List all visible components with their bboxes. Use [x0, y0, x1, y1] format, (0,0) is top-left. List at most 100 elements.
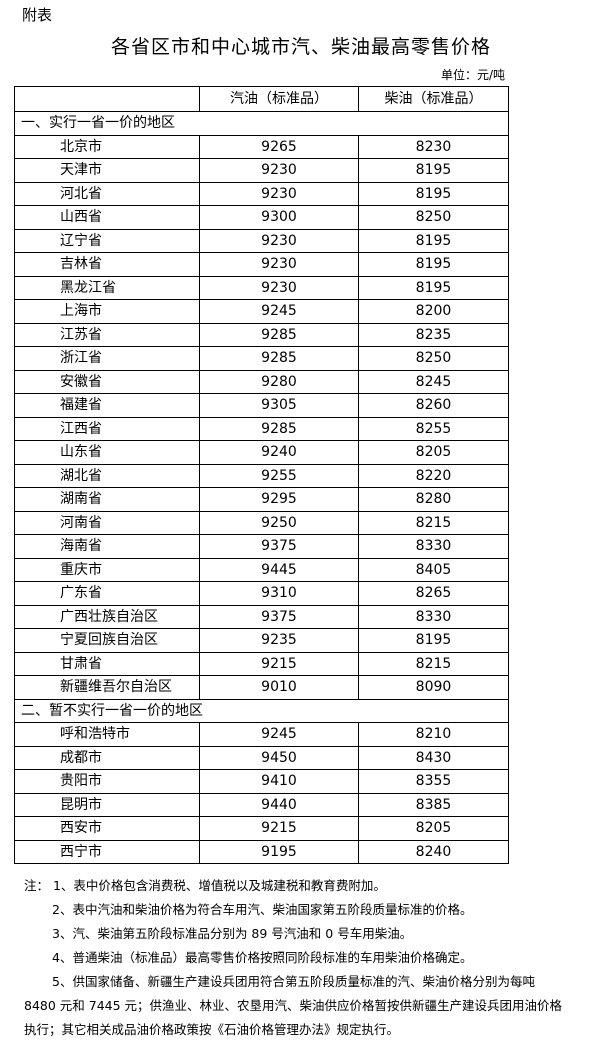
region-name: 上海市: [14, 299, 200, 324]
table-row: 吉林省 9230 8195: [14, 252, 509, 277]
note-line: 8480 元和 7445 元；供渔业、林业、农垦用汽、柴油供应价格暂按供新疆生产…: [24, 998, 563, 1013]
gasoline-price: 9245: [199, 722, 359, 747]
diesel-price: 8280: [358, 487, 509, 512]
gasoline-price: 9215: [199, 651, 359, 676]
note-line: 5、供国家储备、新疆生产建设兵团用符合第五阶段质量标准的汽、柴油价格分别为每吨: [52, 974, 535, 989]
table-row: 北京市 9265 8230: [14, 134, 509, 159]
gasoline-price: 9195: [199, 839, 359, 864]
gasoline-price: 9230: [199, 275, 359, 300]
table-row: 广东省 9310 8265: [14, 581, 509, 606]
region-name: 海南省: [14, 534, 200, 559]
note-line: 2、表中汽油和柴油价格为符合车用汽、柴油国家第五阶段质量标准的价格。: [52, 902, 473, 917]
table-row: 上海市 9245 8200: [14, 299, 509, 324]
region-name: 广西壮族自治区: [14, 604, 200, 629]
diesel-price: 8200: [358, 299, 509, 324]
gasoline-price: 9230: [199, 252, 359, 277]
gasoline-price: 9285: [199, 346, 359, 371]
table-row: 重庆市 9445 8405: [14, 557, 509, 582]
diesel-price: 8330: [358, 534, 509, 559]
gasoline-price: 9280: [199, 369, 359, 394]
table-row: 西安市 9215 8205: [14, 816, 509, 841]
gasoline-price: 9440: [199, 792, 359, 817]
diesel-price: 8220: [358, 463, 509, 488]
region-name: 湖北省: [14, 463, 200, 488]
appendix-label: 附表: [22, 6, 53, 24]
diesel-price: 8090: [358, 675, 509, 700]
section-label: 二、暂不实行一省一价的地区: [14, 698, 509, 723]
table-row: 贵阳市 9410 8355: [14, 769, 509, 794]
gasoline-price: 9450: [199, 745, 359, 770]
region-name: 河北省: [14, 181, 200, 206]
gasoline-price: 9245: [199, 299, 359, 324]
header-region: [14, 86, 200, 112]
gasoline-price: 9230: [199, 181, 359, 206]
gasoline-price: 9255: [199, 463, 359, 488]
gasoline-price: 9010: [199, 675, 359, 700]
diesel-price: 8245: [358, 369, 509, 394]
header-gasoline: 汽油（标准品）: [199, 86, 359, 112]
region-name: 昆明市: [14, 792, 200, 817]
region-name: 贵阳市: [14, 769, 200, 794]
region-name: 安徽省: [14, 369, 200, 394]
diesel-price: 8210: [358, 722, 509, 747]
diesel-price: 8195: [358, 158, 509, 183]
diesel-price: 8195: [358, 181, 509, 206]
table-row: 山西省 9300 8250: [14, 205, 509, 230]
table-row: 昆明市 9440 8385: [14, 792, 509, 817]
diesel-price: 8265: [358, 581, 509, 606]
notes: 注： 1、表中价格包含消费税、增值税以及城建税和教育费附加。 2、表中汽油和柴油价…: [24, 874, 584, 1042]
region-name: 黑龙江省: [14, 275, 200, 300]
diesel-price: 8385: [358, 792, 509, 817]
gasoline-price: 9375: [199, 604, 359, 629]
diesel-price: 8215: [358, 651, 509, 676]
gasoline-price: 9215: [199, 816, 359, 841]
region-name: 北京市: [14, 134, 200, 159]
region-name: 宁夏回族自治区: [14, 628, 200, 653]
region-name: 河南省: [14, 510, 200, 535]
region-name: 甘肃省: [14, 651, 200, 676]
gasoline-price: 9285: [199, 322, 359, 347]
gasoline-price: 9295: [199, 487, 359, 512]
table-row: 西宁市 9195 8240: [14, 839, 509, 864]
diesel-price: 8205: [358, 816, 509, 841]
table-row: 黑龙江省 9230 8195: [14, 275, 509, 300]
table-row: 江苏省 9285 8235: [14, 322, 509, 347]
page-title: 各省区市和中心城市汽、柴油最高零售价格: [110, 36, 491, 58]
diesel-price: 8430: [358, 745, 509, 770]
table-header-row: 汽油（标准品） 柴油（标准品）: [14, 86, 509, 112]
gasoline-price: 9410: [199, 769, 359, 794]
diesel-price: 8330: [358, 604, 509, 629]
diesel-price: 8235: [358, 322, 509, 347]
price-table: 汽油（标准品） 柴油（标准品） 一、实行一省一价的地区 北京市 9265 8230 天津…: [14, 86, 509, 864]
table-row: 辽宁省 9230 8195: [14, 228, 509, 253]
gasoline-price: 9250: [199, 510, 359, 535]
region-name: 重庆市: [14, 557, 200, 582]
table-row: 安徽省 9280 8245: [14, 369, 509, 394]
table-row: 甘肃省 9215 8215: [14, 651, 509, 676]
gasoline-price: 9265: [199, 134, 359, 159]
region-name: 山西省: [14, 205, 200, 230]
table-row: 海南省 9375 8330: [14, 534, 509, 559]
region-name: 吉林省: [14, 252, 200, 277]
note-line: 执行；其它相关成品油价格政策按《石油价格管理办法》规定执行。: [24, 1022, 400, 1037]
header-diesel: 柴油（标准品）: [358, 86, 509, 112]
note-line: 注： 1、表中价格包含消费税、增值税以及城建税和教育费附加。: [24, 878, 386, 893]
region-name: 福建省: [14, 393, 200, 418]
region-name: 新疆维吾尔自治区: [14, 675, 200, 700]
diesel-price: 8195: [358, 228, 509, 253]
gasoline-price: 9285: [199, 416, 359, 441]
table-row: 成都市 9450 8430: [14, 745, 509, 770]
table-row: 湖南省 9295 8280: [14, 487, 509, 512]
section-label: 一、实行一省一价的地区: [14, 111, 509, 136]
diesel-price: 8195: [358, 275, 509, 300]
table-row: 天津市 9230 8195: [14, 158, 509, 183]
region-name: 西安市: [14, 816, 200, 841]
section-row: 一、实行一省一价的地区: [14, 111, 509, 136]
region-name: 山东省: [14, 440, 200, 465]
table-row: 河北省 9230 8195: [14, 181, 509, 206]
diesel-price: 8355: [358, 769, 509, 794]
table-row: 浙江省 9285 8250: [14, 346, 509, 371]
gasoline-price: 9240: [199, 440, 359, 465]
region-name: 浙江省: [14, 346, 200, 371]
diesel-price: 8230: [358, 134, 509, 159]
